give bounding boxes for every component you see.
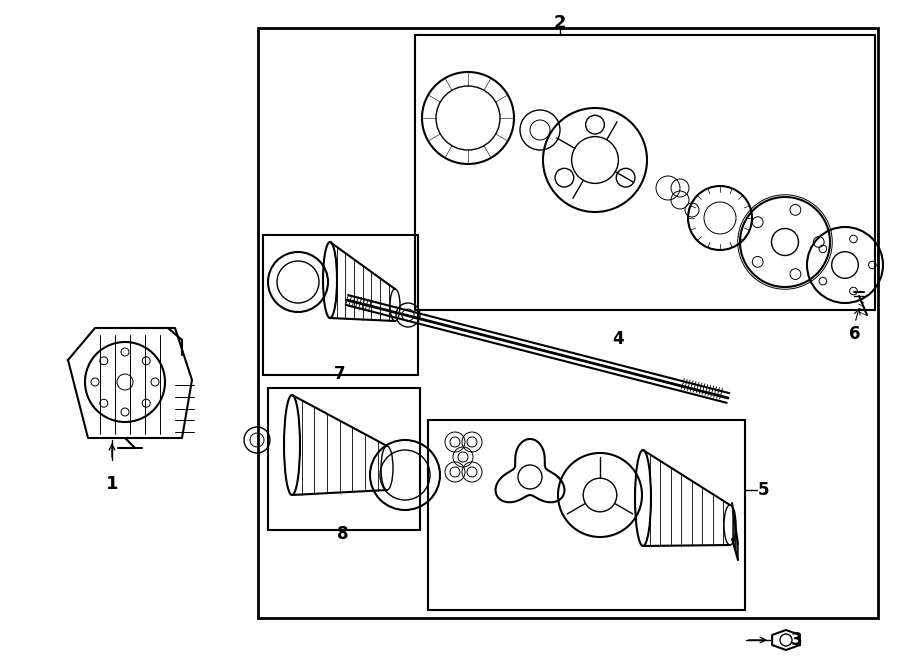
Text: 1: 1 [106, 475, 118, 493]
Bar [263, 235, 418, 375]
Bar [415, 35, 875, 310]
Text: 4: 4 [612, 330, 624, 348]
Text: 3: 3 [791, 631, 803, 649]
Bar [268, 388, 420, 530]
Text: 6: 6 [850, 325, 860, 343]
Bar [258, 28, 878, 618]
Text: 8: 8 [338, 525, 349, 543]
Text: 7: 7 [334, 365, 346, 383]
Bar [428, 420, 745, 610]
Text: 2: 2 [554, 14, 566, 32]
Text: 5: 5 [758, 481, 770, 499]
